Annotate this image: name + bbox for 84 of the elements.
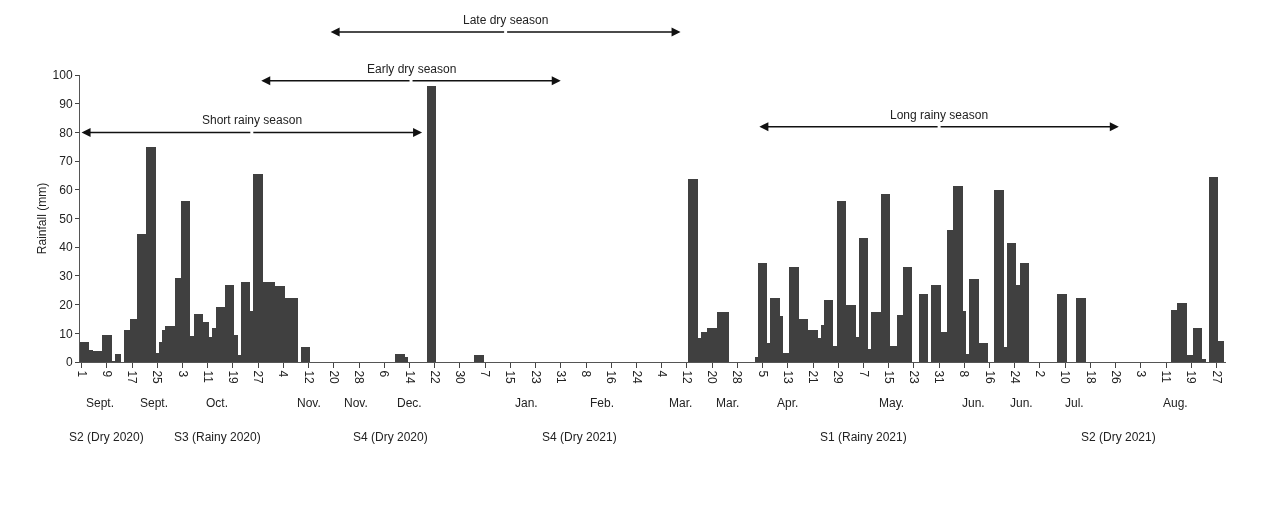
- x-tick-label: 23: [528, 370, 543, 385]
- x-tick-label: 7: [856, 370, 871, 378]
- text: Jun.: [1010, 396, 1033, 410]
- text: S4 (Dry 2020): [353, 430, 428, 444]
- annotation: Short rainy season: [202, 113, 303, 127]
- y-axis-title: Rainfall (mm): [35, 182, 49, 255]
- x-tick-label: 28: [352, 370, 367, 385]
- text: S2 (Dry 2021): [1081, 430, 1156, 444]
- x-tick-label: 2: [1033, 370, 1048, 378]
- x-tick-label: 25: [150, 370, 165, 385]
- x-tick-label: 22: [427, 370, 442, 385]
- text: Oct.: [206, 396, 229, 410]
- text: Jun.: [962, 396, 985, 410]
- x-tick-label: 27: [1209, 370, 1224, 385]
- x-tick-label: 15: [503, 370, 518, 385]
- text: Nov.: [297, 396, 321, 410]
- x-tick-label: 11: [200, 370, 215, 384]
- x-tick-label: 8: [579, 370, 594, 378]
- text: Jan.: [515, 396, 538, 410]
- y-tick-label: 50: [59, 211, 73, 226]
- x-tick-label: 21: [806, 370, 821, 385]
- text: Apr.: [777, 396, 799, 410]
- text: Mar.: [716, 396, 740, 410]
- x-tick-label: 1: [74, 370, 89, 378]
- x-tick-label: 9: [99, 370, 114, 378]
- x-tick-label: 31: [553, 370, 568, 385]
- x-tick-label: 18: [1083, 370, 1098, 385]
- y-tick-label: 90: [59, 96, 73, 111]
- y-tick-label: 80: [59, 125, 73, 140]
- y-tick-label: 60: [59, 183, 73, 197]
- x-tick-label: 24: [629, 370, 644, 385]
- x-tick-label: 30: [453, 370, 467, 385]
- text: S2 (Dry 2020): [69, 430, 144, 444]
- x-tick-label: 14: [402, 370, 417, 385]
- x-tick-label: 24: [1007, 370, 1022, 385]
- text: Sept.: [140, 396, 169, 410]
- text: Sept.: [86, 396, 115, 410]
- x-tick-label: 12: [301, 370, 316, 385]
- text: Feb.: [590, 396, 615, 410]
- text: S3 (Rainy 2020): [174, 430, 261, 444]
- x-tick-label: 29: [831, 370, 846, 385]
- x-tick-label: 17: [125, 370, 140, 385]
- y-tick-label: 100: [52, 68, 73, 83]
- text: Jul.: [1065, 396, 1084, 410]
- x-tick-label: 8: [957, 370, 972, 378]
- text: Nov.: [344, 396, 368, 410]
- x-tick-label: 31: [932, 370, 947, 385]
- x-tick-label: 5: [755, 370, 770, 378]
- x-tick-label: 27: [251, 370, 266, 385]
- x-tick-label: 28: [730, 370, 745, 385]
- y-tick-label: 20: [59, 297, 73, 312]
- x-tick-label: 23: [906, 370, 921, 385]
- x-tick-label: 10: [1058, 370, 1073, 385]
- text: Late dry season: [463, 13, 549, 27]
- x-tick-label: 4: [654, 370, 669, 378]
- x-tick-label: 19: [226, 370, 241, 385]
- y-tick-label: 70: [59, 154, 73, 169]
- annotation: Long rainy season: [890, 108, 989, 122]
- x-tick-label: 6: [377, 370, 392, 378]
- x-tick-label: 15: [881, 370, 896, 385]
- x-tick-label: 20: [326, 370, 341, 385]
- x-tick-label: 3: [175, 370, 190, 378]
- text: S1 (Rainy 2021): [820, 430, 907, 444]
- x-tick-label: 26: [1108, 370, 1123, 385]
- x-tick-label: 11: [1159, 370, 1174, 384]
- text: Dec.: [397, 396, 422, 410]
- y-tick-label: 10: [59, 326, 73, 341]
- x-tick-label: 13: [780, 370, 795, 385]
- x-tick-label: 16: [604, 370, 619, 385]
- y-tick-label: 0: [65, 355, 73, 370]
- x-tick-label: 4: [276, 370, 291, 378]
- x-tick-label: 3: [1133, 370, 1148, 378]
- x-tick-label: 16: [982, 370, 997, 385]
- text: Aug.: [1163, 396, 1188, 410]
- x-tick-label: 7: [478, 370, 493, 378]
- y-tick-label: 30: [59, 269, 73, 284]
- text: S4 (Dry 2021): [542, 430, 617, 444]
- x-tick-label: 12: [679, 370, 694, 385]
- x-tick-label: 19: [1184, 370, 1199, 385]
- annotation: Early dry season: [367, 62, 457, 76]
- x-tick-label: 20: [705, 370, 720, 385]
- text: Mar.: [669, 396, 693, 410]
- y-tick-label: 40: [59, 240, 73, 255]
- text: May.: [879, 396, 905, 410]
